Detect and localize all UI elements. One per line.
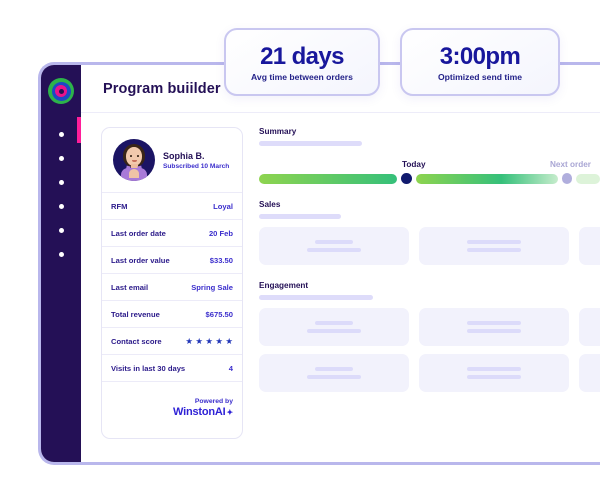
timeline-today-label: Today (402, 160, 426, 169)
row-value-last-email: Spring Sale (191, 282, 233, 292)
list-item[interactable] (579, 308, 600, 346)
timeline-today-marker[interactable] (401, 173, 413, 184)
timeline-segment-past (259, 173, 398, 184)
sidebar-nav-list (41, 132, 81, 257)
row-key-rfm: RFM (111, 201, 128, 211)
avatar (113, 139, 155, 181)
table-row: Last order value $33.50 (102, 246, 242, 273)
stat-value: 3:00pm (439, 42, 521, 70)
table-row: RFM Loyal (102, 192, 242, 219)
timeline-next-order-marker[interactable] (561, 173, 573, 184)
profile-identity: Sophia B. Subscribed 10 March (163, 151, 229, 170)
list-item[interactable] (579, 227, 600, 265)
profile-subscribed-date: Subscribed 10 March (163, 162, 230, 170)
sidebar-item-5[interactable] (58, 228, 64, 233)
row-value-last-order-date: 20 Feb (208, 228, 233, 238)
sales-placeholder-bar (259, 214, 341, 219)
contact-profile-card: Sophia B. Subscribed 10 March RFM Loyal … (101, 127, 243, 439)
star-icon: ★ (205, 335, 213, 346)
sales-cards-row (259, 227, 600, 265)
stat-value: 21 days (260, 42, 344, 70)
star-icon: ★ (195, 335, 203, 346)
app-window: Program buiilder (38, 62, 600, 465)
engagement-title: Engagement (259, 281, 309, 290)
engagement-cards-row-1 (259, 308, 600, 346)
table-row: Contact score ★ ★ ★ ★ ★ (102, 327, 242, 354)
page-title: Program buiilder (103, 80, 221, 97)
row-value-last-order-value: $33.50 (209, 255, 233, 265)
star-icon: ★ (225, 335, 233, 346)
stat-label: Avg time between orders (251, 71, 353, 82)
row-value-total-revenue: $675.50 (205, 309, 233, 319)
row-value-visits: 4 (228, 363, 233, 373)
table-row: Total revenue $675.50 (102, 300, 242, 327)
list-item[interactable] (259, 308, 409, 346)
summary-section: Summary Today Next order (259, 127, 600, 184)
engagement-section: Engagement (259, 281, 600, 392)
sparkle-icon: ✦ (226, 408, 233, 417)
star-icon: ★ (215, 335, 223, 346)
sidebar-item-6[interactable] (58, 252, 64, 257)
summary-title: Summary (259, 127, 297, 136)
sales-section: Sales (259, 200, 600, 265)
powered-by-footer: Powered by WinstonAI ✦ (102, 381, 242, 438)
row-key-last-order-date: Last order date (111, 228, 166, 238)
row-value-rfm: Loyal (213, 201, 233, 211)
list-item[interactable] (419, 308, 569, 346)
timeline-segment-future (416, 173, 558, 184)
powered-by-label: Powered by (194, 398, 233, 405)
list-item[interactable] (579, 354, 600, 392)
summary-placeholder-bar (259, 141, 362, 146)
row-key-last-email: Last email (111, 282, 149, 292)
details-panel: Summary Today Next order (259, 127, 600, 462)
row-key-total-revenue: Total revenue (111, 309, 160, 319)
stat-card-avg-time-between-orders: 21 days Avg time between orders (224, 28, 380, 96)
row-key-last-order-value: Last order value (111, 255, 170, 265)
rating-stars: ★ ★ ★ ★ ★ (185, 337, 233, 346)
brand-name: WinstonAI (173, 406, 226, 418)
winstonai-brand: WinstonAI ✦ (173, 406, 233, 418)
order-timeline (259, 173, 600, 184)
row-key-visits: Visits in last 30 days (111, 363, 186, 373)
table-row: Last order date 20 Feb (102, 219, 242, 246)
engagement-placeholder-bar (259, 295, 373, 300)
star-icon: ★ (185, 335, 193, 346)
sidebar-item-4[interactable] (58, 204, 64, 209)
list-item[interactable] (419, 354, 569, 392)
engagement-cards-row-2 (259, 354, 600, 392)
table-row: Last email Spring Sale (102, 273, 242, 300)
stat-label: Optimized send time (437, 71, 523, 82)
list-item[interactable] (419, 227, 569, 265)
content-area: Sophia B. Subscribed 10 March RFM Loyal … (81, 113, 600, 462)
list-item[interactable] (259, 354, 409, 392)
table-row: Visits in last 30 days 4 (102, 354, 242, 381)
sidebar-item-2[interactable] (58, 156, 64, 161)
timeline-next-order-label: Next order (550, 160, 591, 169)
list-item[interactable] (259, 227, 409, 265)
sales-title: Sales (259, 200, 281, 209)
row-key-contact-score: Contact score (111, 336, 162, 346)
concentric-circles-logo-icon (48, 78, 74, 104)
timeline-segment-beyond (576, 173, 600, 184)
sidebar-active-indicator (77, 117, 81, 143)
timeline-labels: Today Next order (259, 160, 600, 173)
profile-header: Sophia B. Subscribed 10 March (102, 128, 242, 192)
stat-card-optimized-send-time: 3:00pm Optimized send time (400, 28, 560, 96)
profile-name: Sophia B. (163, 150, 205, 161)
sidebar (41, 65, 81, 462)
sidebar-item-1[interactable] (58, 132, 64, 137)
window-body: Program buiilder (81, 65, 600, 462)
sidebar-item-3[interactable] (58, 180, 64, 185)
